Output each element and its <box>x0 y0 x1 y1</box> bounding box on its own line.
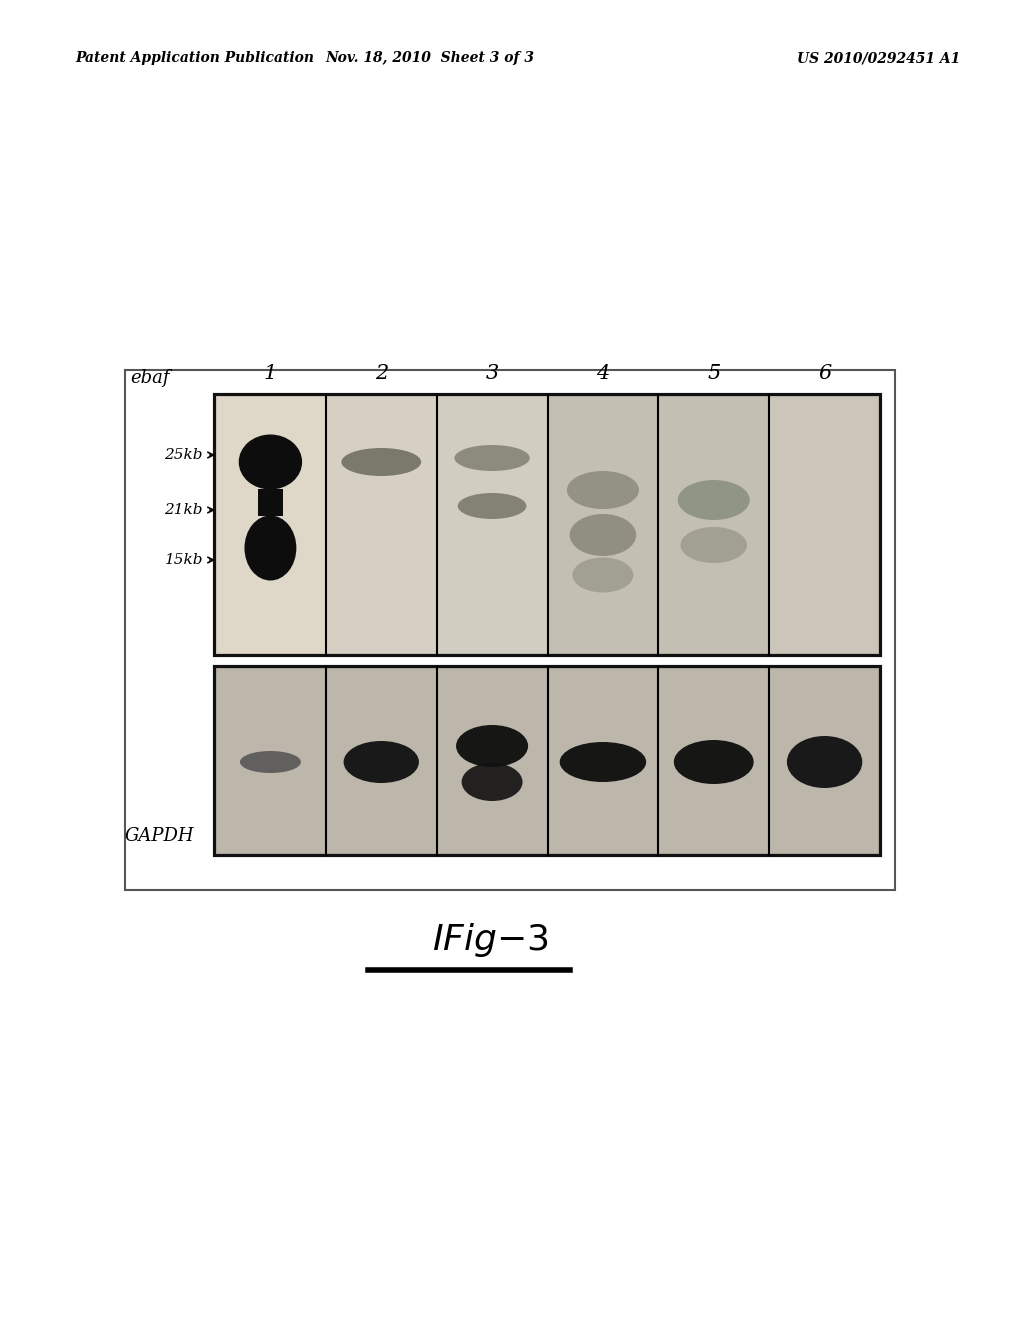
Bar <box>437 396 547 653</box>
Text: 15kb: 15kb <box>165 553 203 568</box>
Ellipse shape <box>572 557 634 593</box>
Ellipse shape <box>560 742 646 781</box>
Text: 4: 4 <box>596 364 609 383</box>
Text: $\mathit{IFig}$$\mathit{-3}$: $\mathit{IFig}$$\mathit{-3}$ <box>431 921 549 960</box>
Text: US 2010/0292451 A1: US 2010/0292451 A1 <box>797 51 961 65</box>
Ellipse shape <box>455 445 529 471</box>
Text: 2: 2 <box>375 364 388 383</box>
Ellipse shape <box>678 480 750 520</box>
Bar <box>125 370 895 890</box>
Bar <box>216 668 325 854</box>
Ellipse shape <box>569 513 636 556</box>
Bar <box>770 668 879 854</box>
Ellipse shape <box>674 741 754 784</box>
Ellipse shape <box>341 447 421 477</box>
Polygon shape <box>258 488 283 516</box>
Ellipse shape <box>462 763 522 801</box>
Ellipse shape <box>239 434 302 490</box>
Text: ebaf: ebaf <box>130 370 170 387</box>
Bar <box>216 396 325 653</box>
Bar <box>770 396 879 653</box>
Ellipse shape <box>786 737 862 788</box>
Bar <box>215 667 880 855</box>
Bar <box>659 396 768 653</box>
Bar <box>659 668 768 854</box>
Bar <box>215 395 880 655</box>
Bar <box>327 396 435 653</box>
Bar <box>437 668 547 854</box>
Bar <box>327 668 435 854</box>
Ellipse shape <box>456 725 528 767</box>
Text: 25kb: 25kb <box>165 447 203 462</box>
Ellipse shape <box>240 751 301 774</box>
Text: 1: 1 <box>264 364 278 383</box>
Text: GAPDH: GAPDH <box>125 828 195 845</box>
Ellipse shape <box>344 741 419 783</box>
Text: 3: 3 <box>485 364 499 383</box>
Ellipse shape <box>458 492 526 519</box>
Text: 6: 6 <box>818 364 831 383</box>
Text: 21kb: 21kb <box>165 503 203 517</box>
Text: Nov. 18, 2010  Sheet 3 of 3: Nov. 18, 2010 Sheet 3 of 3 <box>326 51 535 65</box>
Bar <box>549 668 657 854</box>
Text: Patent Application Publication: Patent Application Publication <box>75 51 314 65</box>
Text: 5: 5 <box>708 364 720 383</box>
Bar <box>549 396 657 653</box>
Ellipse shape <box>681 527 746 564</box>
Ellipse shape <box>567 471 639 510</box>
Ellipse shape <box>245 516 296 581</box>
